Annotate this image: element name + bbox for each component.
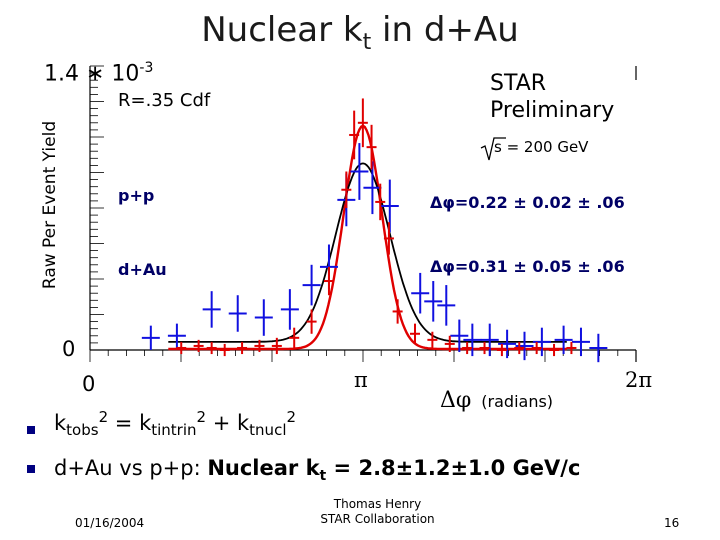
star-preliminary-label: STAR Preliminary (490, 71, 615, 123)
pp-point (444, 335, 455, 353)
dau-point (302, 264, 321, 306)
dau-point (280, 289, 299, 330)
dau-point (480, 323, 499, 357)
footer-date: 01/16/2004 (75, 516, 145, 530)
x-tick-label-2pi: 2π (625, 368, 653, 392)
y-scale-factor: 1.4 ∗ 10-3 (44, 60, 154, 87)
pp-point (237, 341, 248, 355)
x-axis-label: Δφ (radians) (440, 388, 554, 413)
dau-point (167, 323, 186, 348)
pp-point (206, 341, 217, 355)
dau-fit-curve (168, 162, 567, 343)
bullet-square (27, 426, 35, 434)
pp-point (341, 171, 352, 208)
slide-title: Nuclear kt in d+Au (201, 10, 519, 55)
sqrt-icon (480, 137, 506, 161)
dau-point (411, 272, 430, 314)
bullet-square (27, 465, 35, 473)
dau-point (437, 285, 456, 326)
dphi-pp-value: Δφ=0.22 ± 0.02 ± .06 (430, 193, 625, 212)
pp-point (462, 341, 473, 355)
dau-point (228, 295, 247, 332)
kt-equation: ktobs2 = ktintrin2 + ktnucl2 (54, 408, 297, 440)
y-tick-label-0: 0 (62, 337, 76, 361)
pp-point (366, 124, 377, 170)
legend-dau: d+Au (118, 260, 167, 279)
dau-point (141, 325, 160, 350)
x-tick-label-pi: π (354, 368, 368, 392)
pp-point (479, 341, 490, 355)
pp-point (323, 266, 334, 296)
pp-point (383, 222, 394, 255)
pp-point (306, 309, 317, 334)
legend-pp: p+p (118, 186, 155, 205)
pp-point (566, 341, 577, 355)
dau-point (532, 327, 551, 357)
dau-point (571, 327, 590, 357)
pp-point (176, 341, 187, 355)
pp-point (349, 110, 360, 160)
pp-fit-curve (168, 124, 567, 351)
pp-point (410, 323, 420, 344)
footer-author: Thomas Henry STAR Collaboration (320, 497, 435, 526)
dau-point (350, 143, 369, 200)
dau-point (202, 291, 221, 328)
pp-point (193, 339, 204, 353)
dau-point (254, 299, 273, 336)
dau-point (463, 323, 482, 357)
pp-point (271, 337, 282, 355)
energy-label: s = 200 GeV (494, 138, 589, 156)
pp-point (392, 299, 403, 324)
pp-point (219, 343, 230, 357)
dau-point (498, 329, 517, 359)
kt-result: d+Au vs p+p: Nuclear kt = 2.8±1.2±1.0 Ge… (54, 456, 581, 485)
r-cdf-label: R=.35 Cdf (118, 90, 211, 111)
pp-point (375, 183, 386, 221)
dau-point (515, 331, 534, 361)
pp-point (549, 343, 560, 357)
dau-point (450, 319, 469, 353)
dphi-dau-value: Δφ=0.31 ± 0.05 ± .06 (430, 257, 625, 276)
dau-point (554, 325, 573, 355)
pp-point (254, 339, 265, 353)
dau-point (363, 161, 382, 215)
dau-point (589, 333, 608, 363)
pp-point (531, 341, 542, 355)
page-number: 16 (664, 516, 680, 530)
pp-point (514, 341, 525, 355)
pp-point (427, 331, 438, 348)
dau-point (424, 281, 443, 322)
pp-point (496, 343, 507, 357)
pp-point (289, 327, 300, 348)
pp-point (357, 98, 368, 148)
x-tick-label-0: 0 (82, 372, 96, 396)
